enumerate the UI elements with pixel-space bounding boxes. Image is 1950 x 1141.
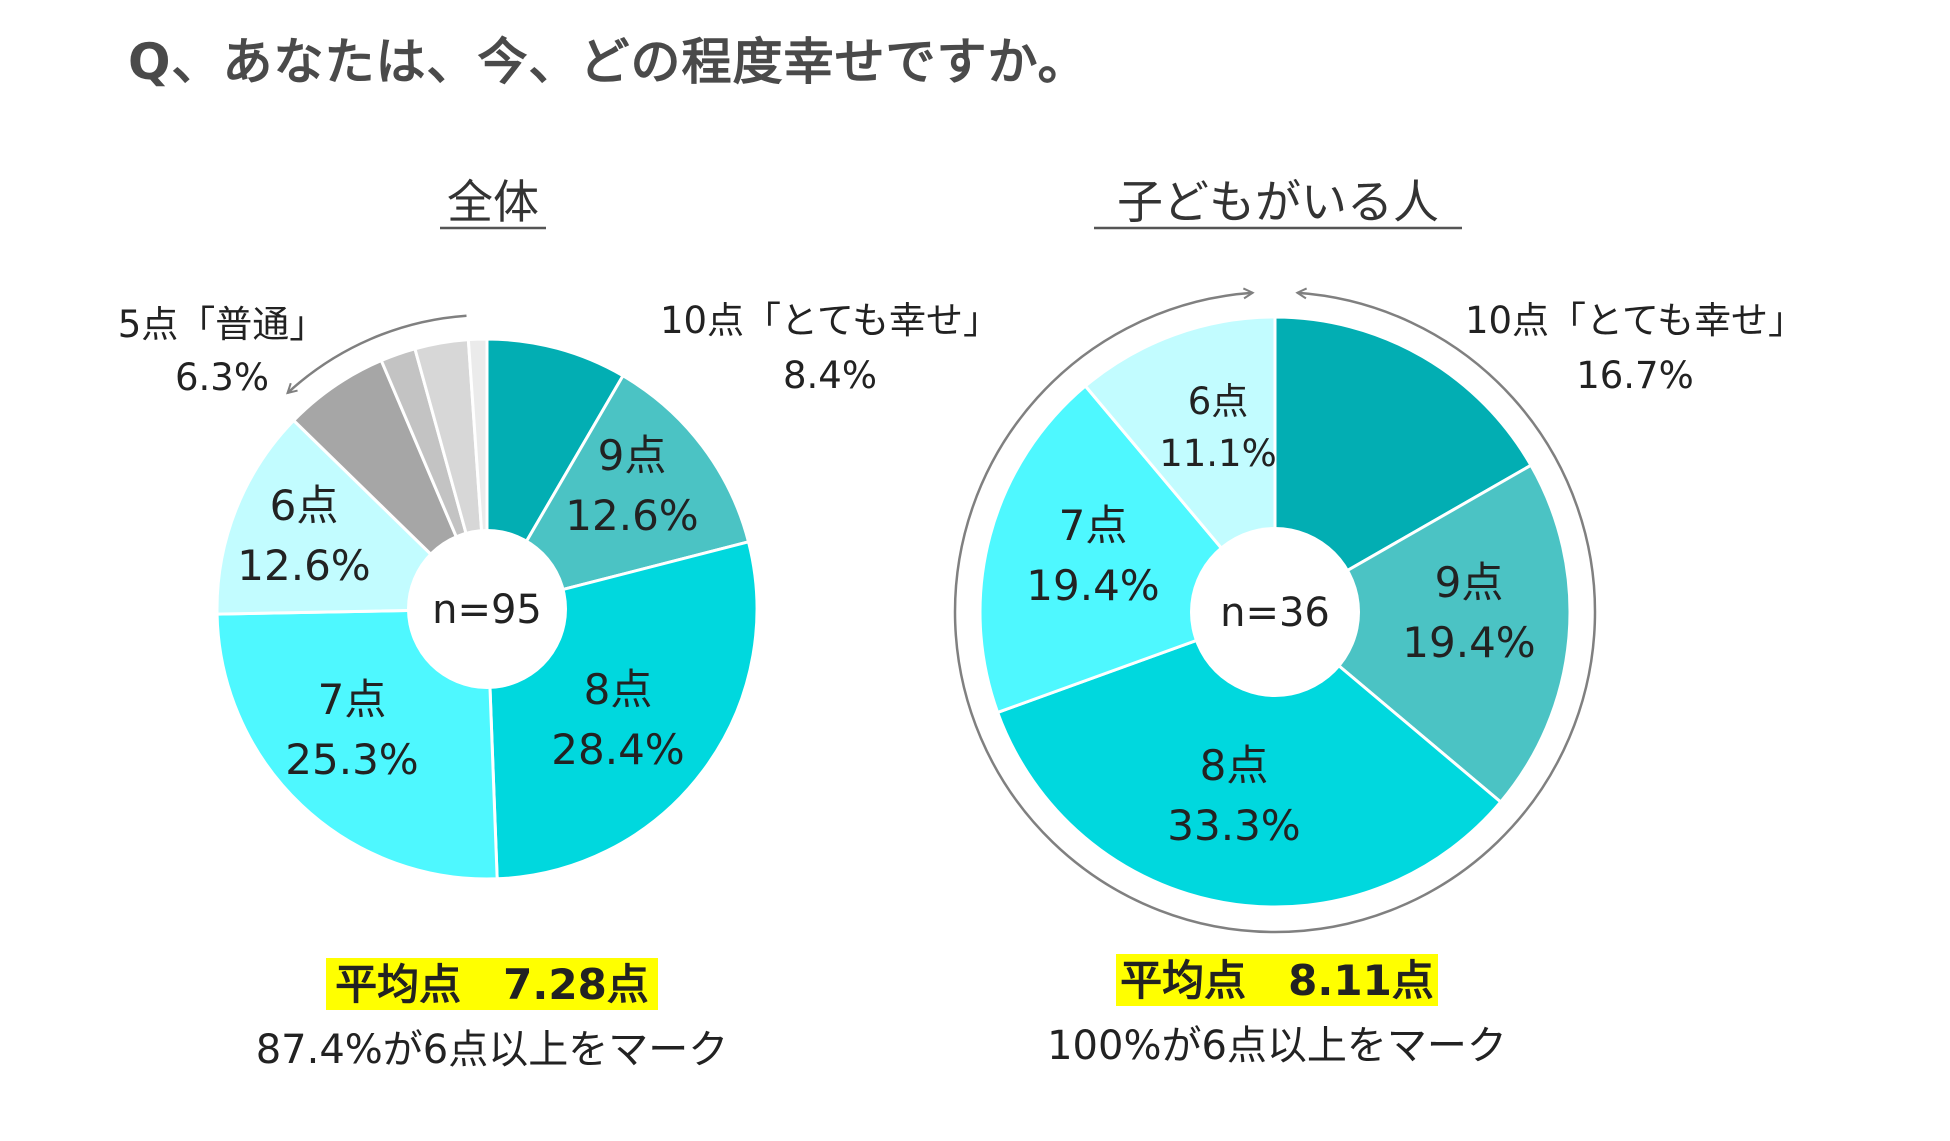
sample-size-label: n=95 <box>432 587 542 633</box>
slice-label-10: 10点「とても幸せ」 <box>1465 299 1805 342</box>
average-highlight <box>326 958 658 1010</box>
value-label-10: 16.7% <box>1576 354 1694 397</box>
value-label-6: 12.6% <box>237 541 370 590</box>
slice-label-7: 7点 <box>318 675 387 724</box>
slice-label-5: 5点「普通」 <box>118 303 327 346</box>
value-label-9: 12.6% <box>565 491 698 540</box>
pie-slice-9 <box>1272 463 1572 805</box>
pie-slice-6 <box>1083 315 1277 617</box>
value-label-8: 28.4% <box>551 725 684 774</box>
value-label-10: 8.4% <box>783 354 877 397</box>
pie-slice-8 <box>995 610 1503 909</box>
value-label-9: 19.4% <box>1402 618 1535 667</box>
chart-title: 子どもがいる人 <box>1117 175 1439 229</box>
pie-slice-10 <box>1273 315 1533 615</box>
slice-label-9: 9点 <box>1435 558 1504 607</box>
chart-title: 全体 <box>447 175 539 229</box>
value-label-5: 6.3% <box>175 356 269 399</box>
slice-label-8: 8点 <box>1200 741 1269 790</box>
donut-hole <box>1190 527 1360 697</box>
slice-label-9: 9点 <box>598 431 667 480</box>
slice-label-8: 8点 <box>584 665 653 714</box>
donut-hole <box>407 529 567 689</box>
question-title: Q、あなたは、今、どの程度幸せですか。 <box>128 33 1089 91</box>
slice-label-6: 6点 <box>1188 380 1249 423</box>
pie-slice-9 <box>483 373 751 612</box>
six-plus-range-arc <box>953 293 1276 934</box>
average-score: 平均点 8.11点 <box>1120 956 1434 1005</box>
chart-overall: 全体 n=95 10点「とても幸せ」 8.4% 9点 12.6% 8点 28.4… <box>118 175 1000 1073</box>
six-plus-range-arc <box>1274 293 1597 934</box>
value-label-8: 33.3% <box>1167 801 1300 850</box>
chart-with-children: 子どもがいる人 n=36 10点「とても幸せ」 16.7% 9点 19.4% 8… <box>953 175 1805 1069</box>
slice-label-6: 6点 <box>270 481 339 530</box>
slice-label-7: 7点 <box>1059 501 1128 550</box>
six-plus-share: 87.4%が6点以上をマーク <box>256 1027 729 1073</box>
pie-slice-7 <box>215 607 499 881</box>
value-label-7: 25.3% <box>285 735 418 784</box>
value-label-7: 19.4% <box>1026 561 1159 610</box>
sample-size-label: n=36 <box>1220 590 1330 636</box>
average-score: 平均点 7.28点 <box>335 960 649 1009</box>
six-plus-range-arc <box>288 314 467 393</box>
value-label-6: 11.1% <box>1159 432 1277 475</box>
slice-label-10: 10点「とても幸せ」 <box>660 299 1000 342</box>
average-highlight <box>1116 954 1438 1006</box>
six-plus-share: 100%が6点以上をマーク <box>1047 1023 1507 1069</box>
pie-slice-6 <box>215 418 491 616</box>
